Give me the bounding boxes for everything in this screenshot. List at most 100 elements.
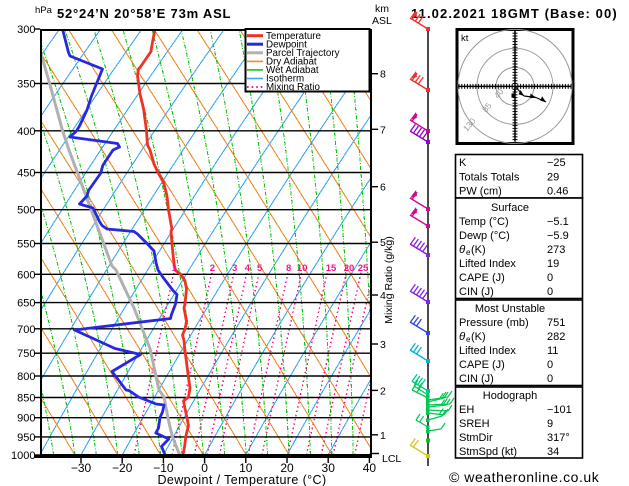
svg-text:SREH: SREH [459, 418, 490, 430]
svg-text:11: 11 [547, 345, 558, 357]
svg-text:2: 2 [380, 385, 386, 397]
svg-text:40: 40 [363, 461, 377, 475]
svg-text:PW (cm): PW (cm) [459, 186, 502, 198]
svg-text:e: e [466, 335, 471, 344]
svg-text:CIN (J): CIN (J) [459, 373, 494, 385]
svg-text:34: 34 [547, 446, 559, 458]
svg-text:19: 19 [547, 258, 559, 270]
svg-text:300: 300 [17, 24, 35, 36]
svg-text:10: 10 [239, 461, 253, 475]
svg-text:10: 10 [297, 263, 308, 274]
svg-text:e: e [466, 248, 471, 257]
svg-text:kt: kt [461, 33, 469, 44]
svg-text:5: 5 [380, 237, 386, 249]
svg-text:hPa: hPa [35, 5, 53, 16]
svg-text:Lifted Index: Lifted Index [459, 345, 516, 357]
svg-text:550: 550 [17, 239, 35, 251]
svg-text:Isotherm: Isotherm [266, 74, 304, 85]
svg-text:282: 282 [547, 331, 565, 343]
svg-text:700: 700 [17, 324, 35, 336]
svg-text:K: K [459, 157, 467, 169]
svg-text:350: 350 [17, 79, 35, 91]
svg-text:317°: 317° [547, 432, 570, 444]
svg-text:−20: −20 [112, 461, 133, 475]
svg-text:−5.9: −5.9 [547, 230, 569, 242]
svg-text:0: 0 [547, 286, 553, 298]
svg-text:500: 500 [17, 205, 35, 217]
svg-text:CAPE (J): CAPE (J) [459, 272, 505, 284]
svg-text:−5.1: −5.1 [547, 216, 569, 228]
svg-text:Dewp (°C): Dewp (°C) [459, 230, 510, 242]
svg-text:Temp (°C): Temp (°C) [459, 216, 509, 228]
svg-text:30: 30 [322, 461, 336, 475]
svg-text:1: 1 [172, 263, 178, 274]
svg-text:5: 5 [257, 263, 263, 274]
svg-text:Totals Totals: Totals Totals [459, 172, 520, 184]
svg-text:Pressure (mb): Pressure (mb) [459, 317, 529, 329]
svg-text:Mixing Ratio: Mixing Ratio [266, 82, 320, 93]
svg-text:15: 15 [326, 263, 337, 274]
svg-text:650: 650 [17, 298, 35, 310]
svg-text:Hodograph: Hodograph [483, 390, 537, 402]
svg-text:52°24’N 20°58’E 73m ASL: 52°24’N 20°58’E 73m ASL [57, 6, 231, 21]
svg-text:8: 8 [380, 69, 386, 81]
svg-text:7: 7 [380, 124, 386, 136]
svg-text:Lifted Index: Lifted Index [459, 258, 516, 270]
svg-text:400: 400 [17, 126, 35, 138]
svg-text:Most Unstable: Most Unstable [475, 303, 545, 315]
svg-text:0: 0 [547, 359, 553, 371]
svg-text:StmSpd (kt): StmSpd (kt) [459, 446, 517, 458]
svg-text:−30: −30 [71, 461, 92, 475]
svg-text:CIN (J): CIN (J) [459, 286, 494, 298]
svg-text:0: 0 [201, 461, 208, 475]
svg-text:800: 800 [17, 371, 35, 383]
svg-text:(K): (K) [471, 244, 486, 256]
svg-text:0: 0 [547, 272, 553, 284]
svg-text:25: 25 [358, 263, 369, 274]
svg-text:StmDir: StmDir [459, 432, 493, 444]
svg-text:Dewpoint: Dewpoint [266, 40, 307, 51]
svg-text:−10: −10 [153, 461, 174, 475]
svg-text:273: 273 [547, 244, 565, 256]
svg-text:−101: −101 [547, 404, 572, 416]
svg-text:600: 600 [17, 269, 35, 281]
svg-text:3: 3 [232, 263, 237, 274]
svg-text:8: 8 [286, 263, 291, 274]
svg-text:km: km [375, 3, 389, 15]
svg-text:750: 750 [17, 348, 35, 360]
svg-text:LCL: LCL [382, 453, 401, 465]
svg-text:11.02.2021 18GMT (Base: 00): 11.02.2021 18GMT (Base: 00) [411, 6, 618, 21]
svg-text:Mixing Ratio (g/kg): Mixing Ratio (g/kg) [383, 236, 395, 324]
svg-text:Parcel Trajectory: Parcel Trajectory [266, 48, 340, 59]
svg-text:ASL: ASL [372, 15, 392, 27]
svg-text:1000: 1000 [11, 450, 35, 462]
svg-text:−25: −25 [547, 157, 566, 169]
svg-text:EH: EH [459, 404, 474, 416]
svg-text:0: 0 [547, 373, 553, 385]
svg-text:900: 900 [17, 413, 35, 425]
svg-text:751: 751 [547, 317, 565, 329]
svg-text:Surface: Surface [491, 202, 529, 214]
svg-text:950: 950 [17, 432, 35, 444]
svg-text:4: 4 [245, 263, 251, 274]
svg-text:29: 29 [547, 172, 559, 184]
svg-text:(K): (K) [471, 331, 486, 343]
svg-text:20: 20 [344, 263, 355, 274]
svg-text:9: 9 [547, 418, 553, 430]
svg-text:Temperature: Temperature [266, 31, 322, 42]
svg-text:3: 3 [380, 339, 386, 351]
svg-text:6: 6 [380, 182, 386, 194]
svg-text:4: 4 [380, 290, 386, 302]
svg-text:CAPE (J): CAPE (J) [459, 359, 505, 371]
svg-text:20: 20 [280, 461, 294, 475]
svg-text:θ: θ [459, 331, 466, 343]
svg-text:Dewpoint / Temperature (°C): Dewpoint / Temperature (°C) [157, 473, 326, 486]
svg-text:Wet Adiabat: Wet Adiabat [266, 65, 319, 76]
svg-text:© weatheronline.co.uk: © weatheronline.co.uk [449, 469, 600, 485]
svg-text:Dry Adiabat: Dry Adiabat [266, 57, 317, 68]
svg-text:450: 450 [17, 168, 35, 180]
svg-text:0.46: 0.46 [547, 186, 568, 198]
svg-text:2: 2 [210, 263, 215, 274]
svg-text:850: 850 [17, 393, 35, 405]
svg-text:1: 1 [380, 430, 386, 442]
